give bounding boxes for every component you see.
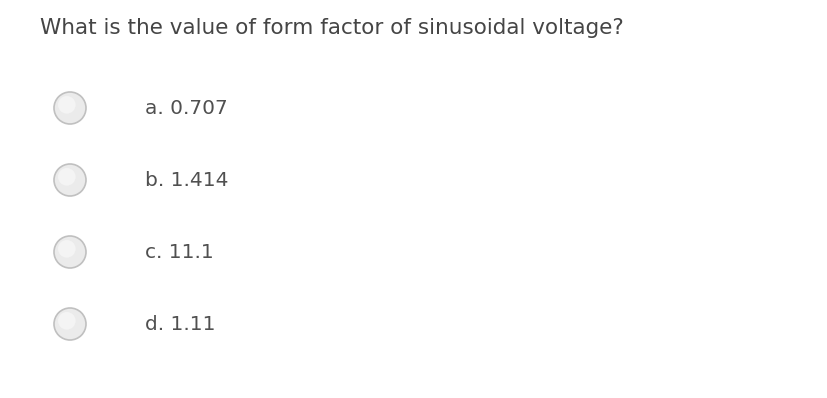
Circle shape bbox=[58, 96, 75, 113]
Circle shape bbox=[58, 312, 75, 330]
Text: d. 1.11: d. 1.11 bbox=[145, 314, 215, 334]
Text: a. 0.707: a. 0.707 bbox=[145, 98, 227, 117]
Text: What is the value of form factor of sinusoidal voltage?: What is the value of form factor of sinu… bbox=[40, 18, 623, 38]
Text: b. 1.414: b. 1.414 bbox=[145, 170, 228, 189]
Circle shape bbox=[54, 236, 86, 268]
Circle shape bbox=[54, 308, 86, 340]
Text: c. 11.1: c. 11.1 bbox=[145, 242, 213, 261]
Circle shape bbox=[58, 240, 75, 258]
Circle shape bbox=[58, 168, 75, 185]
Circle shape bbox=[54, 164, 86, 196]
Circle shape bbox=[54, 92, 86, 124]
